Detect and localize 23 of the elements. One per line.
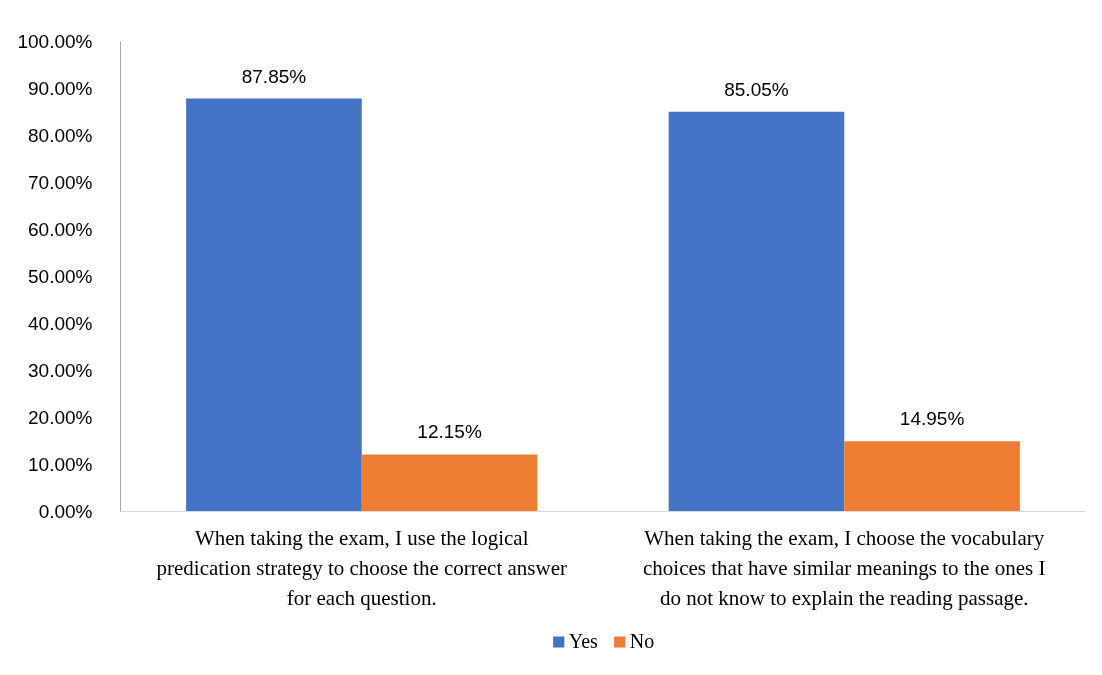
y-tick-label: 30.00% (28, 360, 93, 381)
y-tick-label: 70.00% (28, 172, 93, 193)
y-tick-label: 60.00% (28, 219, 93, 240)
data-label: 87.85% (241, 65, 307, 87)
y-tick-label: 50.00% (28, 266, 93, 287)
bar (668, 111, 845, 512)
legend-label: Yes (568, 629, 598, 653)
y-tick-label: 80.00% (28, 125, 93, 146)
y-tick-label: 100.00% (17, 31, 93, 52)
data-label: 12.15% (417, 421, 482, 443)
legend-label: No (629, 629, 655, 653)
y-tick-label: 10.00% (28, 454, 93, 475)
x-tick-label: When taking the exam, I use the logical predication strategy to choose the correct answer for each question. (156, 525, 567, 610)
x-tick-label: When taking the exam, I choose the vocabulary choices that have similar meanings to the ones I do not know to explain the reading passage. (643, 525, 1046, 610)
data-label: 14.95% (899, 408, 965, 430)
y-tick-label: 40.00% (28, 313, 93, 334)
bar (844, 441, 1020, 512)
y-tick-label: 20.00% (28, 407, 93, 428)
data-label: 85.05% (724, 78, 789, 100)
bar (186, 98, 362, 512)
y-tick-label: 90.00% (28, 78, 93, 99)
bar (361, 454, 538, 512)
y-tick-label: 0.00% (38, 501, 93, 522)
